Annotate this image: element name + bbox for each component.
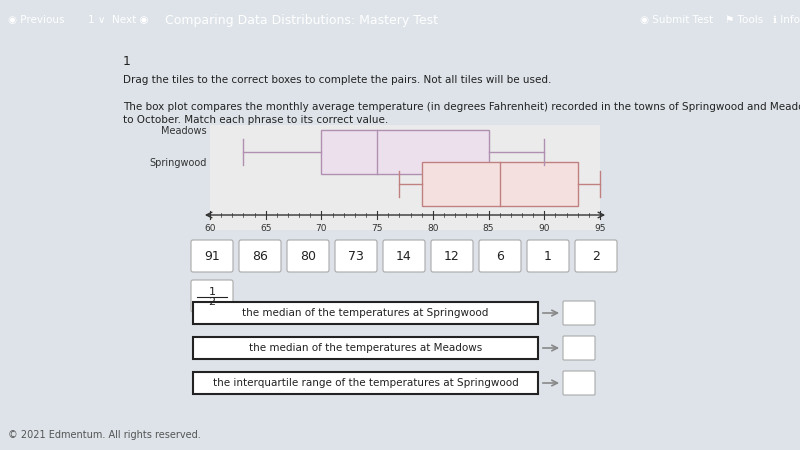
FancyBboxPatch shape [563, 301, 595, 325]
Text: Next ◉: Next ◉ [112, 15, 149, 25]
FancyBboxPatch shape [193, 302, 538, 324]
Text: 73: 73 [348, 249, 364, 262]
Text: Meadows: Meadows [162, 126, 207, 136]
FancyBboxPatch shape [210, 125, 600, 230]
FancyBboxPatch shape [575, 240, 617, 272]
FancyBboxPatch shape [335, 240, 377, 272]
Text: the median of the temperatures at Meadows: the median of the temperatures at Meadow… [249, 343, 482, 353]
FancyBboxPatch shape [239, 240, 281, 272]
Text: ⚑ Tools: ⚑ Tools [725, 15, 763, 25]
Text: the interquartile range of the temperatures at Springwood: the interquartile range of the temperatu… [213, 378, 518, 388]
Text: 95: 95 [594, 224, 606, 233]
Text: 90: 90 [538, 224, 550, 233]
Text: Springwood: Springwood [150, 158, 207, 168]
Text: Drag the tiles to the correct boxes to complete the pairs. Not all tiles will be: Drag the tiles to the correct boxes to c… [123, 75, 551, 85]
FancyBboxPatch shape [479, 240, 521, 272]
Text: 14: 14 [396, 249, 412, 262]
Bar [322, 130, 489, 174]
Text: 85: 85 [483, 224, 494, 233]
FancyBboxPatch shape [527, 240, 569, 272]
Text: ◉ Submit Test: ◉ Submit Test [640, 15, 713, 25]
Text: 2: 2 [592, 249, 600, 262]
FancyBboxPatch shape [193, 337, 538, 359]
Text: 6: 6 [496, 249, 504, 262]
FancyBboxPatch shape [287, 240, 329, 272]
Text: © 2021 Edmentum. All rights reserved.: © 2021 Edmentum. All rights reserved. [8, 430, 201, 440]
Text: 60: 60 [204, 224, 216, 233]
Text: ◉ Previous: ◉ Previous [8, 15, 65, 25]
Bar [422, 162, 578, 206]
Text: 1: 1 [209, 287, 215, 297]
Text: the median of the temperatures at Springwood: the median of the temperatures at Spring… [242, 308, 489, 318]
Text: 65: 65 [260, 224, 271, 233]
FancyBboxPatch shape [563, 371, 595, 395]
Text: 1 ∨: 1 ∨ [88, 15, 106, 25]
FancyBboxPatch shape [383, 240, 425, 272]
FancyBboxPatch shape [191, 280, 233, 312]
Text: 1: 1 [544, 249, 552, 262]
FancyBboxPatch shape [191, 240, 233, 272]
Text: 70: 70 [316, 224, 327, 233]
Text: ℹ Info: ℹ Info [773, 15, 800, 25]
FancyBboxPatch shape [193, 372, 538, 394]
Text: 75: 75 [371, 224, 383, 233]
FancyBboxPatch shape [431, 240, 473, 272]
Text: 80: 80 [427, 224, 438, 233]
Text: The box plot compares the monthly average temperature (in degrees Fahrenheit) re: The box plot compares the monthly averag… [123, 102, 800, 112]
Text: to October. Match each phrase to its correct value.: to October. Match each phrase to its cor… [123, 115, 388, 125]
Text: 91: 91 [204, 249, 220, 262]
Text: 80: 80 [300, 249, 316, 262]
FancyBboxPatch shape [563, 336, 595, 360]
Text: 2: 2 [209, 297, 215, 307]
Text: 86: 86 [252, 249, 268, 262]
Text: Comparing Data Distributions: Mastery Test: Comparing Data Distributions: Mastery Te… [165, 14, 438, 27]
Text: 12: 12 [444, 249, 460, 262]
Text: 1: 1 [123, 55, 131, 68]
